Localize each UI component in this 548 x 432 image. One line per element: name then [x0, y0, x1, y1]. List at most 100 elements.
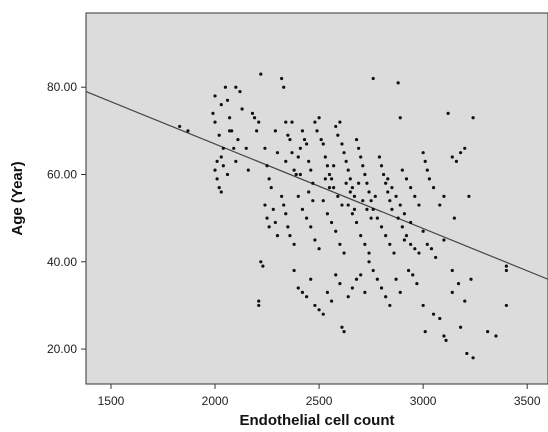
data-point [350, 286, 354, 290]
data-point [284, 212, 288, 216]
data-point [348, 190, 352, 194]
data-point [386, 177, 390, 181]
data-point [388, 303, 392, 308]
data-point [321, 312, 325, 316]
data-point [217, 133, 221, 137]
data-point [282, 85, 286, 89]
data-point [250, 111, 255, 115]
data-point [338, 120, 342, 124]
data-point [396, 216, 400, 220]
data-point [213, 168, 217, 172]
data-point [384, 181, 388, 185]
data-point [427, 177, 431, 181]
data-point [421, 303, 425, 308]
data-point [363, 172, 367, 177]
data-point [267, 177, 271, 181]
data-point [394, 194, 398, 198]
data-point [340, 203, 344, 207]
data-point [338, 282, 342, 286]
data-point [367, 251, 371, 255]
data-point [352, 207, 357, 212]
data-point [215, 177, 219, 181]
data-point [290, 151, 294, 155]
data-point [302, 137, 307, 142]
data-point [342, 251, 346, 255]
data-point [359, 155, 363, 159]
data-point [236, 137, 240, 142]
axis-tick-labels: 1500 2000 2500 3000 3500 20.00 40.00 60.00 80.00 [47, 80, 541, 408]
data-point [400, 168, 404, 172]
data-point [504, 264, 508, 268]
data-point [465, 351, 469, 356]
data-point [280, 194, 284, 198]
data-point [450, 155, 454, 159]
x-axis-title: Endothelial cell count [239, 412, 394, 429]
data-point [367, 260, 371, 264]
data-point [257, 299, 261, 303]
data-point [346, 168, 350, 172]
data-point [219, 190, 223, 194]
x-tick-label: 3500 [514, 394, 541, 408]
data-point [390, 207, 394, 212]
data-point [332, 164, 336, 168]
data-point [425, 242, 429, 246]
data-point [398, 290, 402, 294]
data-point [227, 129, 232, 133]
data-point [371, 76, 375, 81]
data-point [346, 295, 350, 299]
data-point [458, 325, 463, 329]
data-point [379, 225, 384, 229]
data-point [284, 120, 288, 124]
data-point [423, 330, 427, 334]
data-point [325, 290, 330, 294]
data-point [375, 277, 379, 281]
data-point [225, 172, 230, 177]
data-point [409, 185, 413, 190]
data-point [178, 124, 182, 129]
data-point [271, 207, 275, 212]
data-point [346, 203, 350, 207]
data-point [494, 334, 498, 338]
data-point [409, 242, 413, 246]
data-point [213, 120, 217, 124]
data-point [309, 277, 313, 281]
data-point [486, 330, 490, 334]
data-point [304, 142, 309, 146]
data-point [431, 185, 436, 190]
data-point [350, 185, 354, 190]
data-point [321, 142, 325, 146]
data-point [275, 151, 280, 155]
data-point [379, 164, 384, 168]
data-point [244, 146, 248, 150]
data-point [265, 216, 269, 220]
data-point [452, 216, 456, 220]
data-point [296, 155, 300, 159]
data-point [215, 159, 219, 163]
data-point [357, 146, 361, 150]
x-tick-label: 2000 [202, 394, 229, 408]
data-point [454, 159, 459, 163]
data-point [394, 277, 398, 281]
data-point [211, 111, 215, 115]
data-point [300, 290, 305, 294]
data-point [413, 194, 417, 198]
regression-line [85, 91, 548, 280]
data-point [221, 146, 225, 150]
data-point [265, 164, 269, 168]
data-point [375, 216, 379, 220]
data-point [444, 338, 448, 342]
data-point [309, 225, 313, 229]
data-point [336, 194, 340, 198]
data-point [219, 103, 223, 107]
data-point [317, 116, 321, 120]
data-point [311, 199, 315, 203]
data-point [257, 120, 261, 124]
data-point [438, 203, 442, 207]
data-point [280, 76, 284, 81]
data-point [234, 159, 238, 163]
data-point [238, 89, 242, 94]
data-point [348, 177, 352, 181]
data-point [404, 234, 409, 238]
data-point [263, 203, 267, 207]
